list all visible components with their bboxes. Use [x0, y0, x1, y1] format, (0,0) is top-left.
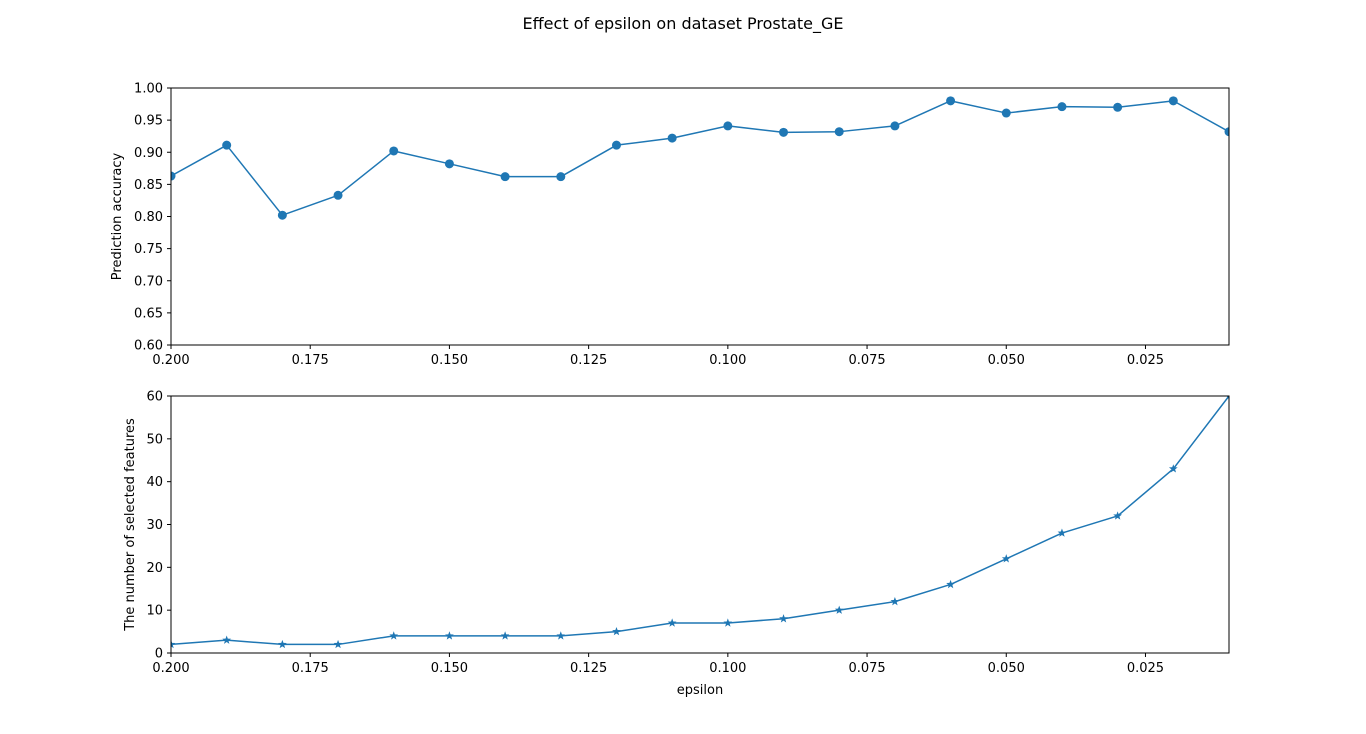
y-tick-label: 0.65: [134, 306, 163, 321]
data-point: [611, 140, 621, 150]
y-tick-label: 20: [146, 561, 163, 576]
series-line: [171, 396, 1229, 646]
y-tick-label: 0.95: [134, 114, 163, 129]
data-point: [834, 127, 844, 137]
x-axis-label: epsilon: [677, 683, 723, 698]
data-point: [1057, 528, 1067, 537]
y-tick-label: 0.70: [134, 274, 163, 289]
x-tick-label: 0.050: [988, 661, 1025, 676]
data-point: [277, 210, 287, 220]
x-tick-label: 0.125: [570, 661, 607, 676]
x-tick-label: 0.175: [292, 661, 329, 676]
y-tick-label: 0.60: [134, 339, 163, 354]
x-tick-label: 0.025: [1127, 353, 1164, 368]
data-point: [445, 631, 454, 640]
x-tick-label: 0.050: [988, 353, 1025, 368]
data-point: [389, 146, 399, 156]
accuracy-subplot: 0.60 0.65 0.70 0.75 0.80 0.85 0.90 0.95 1.00 0.20…: [110, 82, 1230, 368]
y-tick-label: 30: [146, 518, 163, 533]
data-point: [779, 614, 788, 623]
data-point: [946, 96, 956, 106]
x-tick-label: 0.125: [570, 353, 607, 368]
y-tick-label: 1.00: [134, 82, 163, 97]
data-point: [1226, 396, 1229, 400]
data-point: [1168, 464, 1178, 473]
data-point: [723, 121, 733, 131]
data-point: [1057, 102, 1067, 112]
features-subplot: 0 10 20 30 40 50 60 0.200 0.175 0.150 0.125 0.100 0.…: [123, 390, 1230, 698]
data-point: [171, 171, 176, 181]
data-point: [556, 631, 566, 640]
x-tick-label: 0.075: [848, 661, 885, 676]
data-point: [667, 618, 677, 627]
y-axis-label: The number of selected features: [123, 418, 138, 632]
x-tick-label: 0.100: [709, 353, 746, 368]
data-point: [667, 133, 677, 143]
x-tick-label: 0.025: [1127, 661, 1164, 676]
series-group: [171, 396, 1229, 649]
data-point: [890, 597, 900, 606]
data-point: [500, 631, 510, 640]
data-point: [222, 635, 232, 644]
y-tick-label: 0.80: [134, 210, 163, 225]
y-tick-label: 50: [146, 432, 163, 447]
x-tick-label: 0.075: [848, 353, 885, 368]
data-point: [946, 579, 955, 589]
data-point: [1168, 96, 1178, 106]
x-tick-label: 0.100: [709, 661, 746, 676]
x-tick-label: 0.200: [152, 661, 189, 676]
series-line: [171, 100, 1229, 216]
y-tick-label: 60: [146, 390, 163, 405]
data-point: [1113, 102, 1123, 112]
data-point: [1001, 108, 1011, 118]
y-tick-label: 0.75: [134, 242, 163, 257]
data-point: [171, 639, 176, 649]
data-point: [333, 190, 343, 200]
data-point: [556, 172, 566, 182]
data-point: [890, 121, 900, 131]
x-tick-label: 0.150: [431, 353, 468, 368]
figure-title: Effect of epsilon on dataset Prostate_GE: [523, 14, 844, 34]
axes-frame: [170, 395, 1230, 654]
data-point: [1113, 511, 1123, 520]
data-point: [779, 127, 789, 137]
y-tick-label: 0: [155, 647, 163, 662]
y-tick-label: 0.85: [134, 178, 163, 193]
data-point: [1224, 127, 1229, 137]
x-tick-label: 0.150: [431, 661, 468, 676]
data-point: [222, 140, 232, 150]
data-point: [1001, 554, 1011, 563]
data-point: [723, 618, 733, 627]
y-tick-label: 10: [146, 604, 163, 619]
y-tick-label: 40: [146, 475, 163, 490]
x-tick-label: 0.200: [152, 353, 189, 368]
data-point: [389, 631, 399, 640]
series-group: [171, 96, 1229, 220]
data-point: [444, 159, 454, 169]
data-point: [500, 172, 510, 182]
y-axis-label: Prediction accuracy: [110, 153, 125, 281]
data-point: [612, 626, 621, 636]
axes-frame: [170, 87, 1230, 346]
y-tick-label: 0.90: [134, 146, 163, 161]
x-tick-label: 0.175: [292, 353, 329, 368]
data-point: [333, 639, 343, 649]
data-point: [834, 605, 844, 614]
data-point: [277, 639, 287, 649]
